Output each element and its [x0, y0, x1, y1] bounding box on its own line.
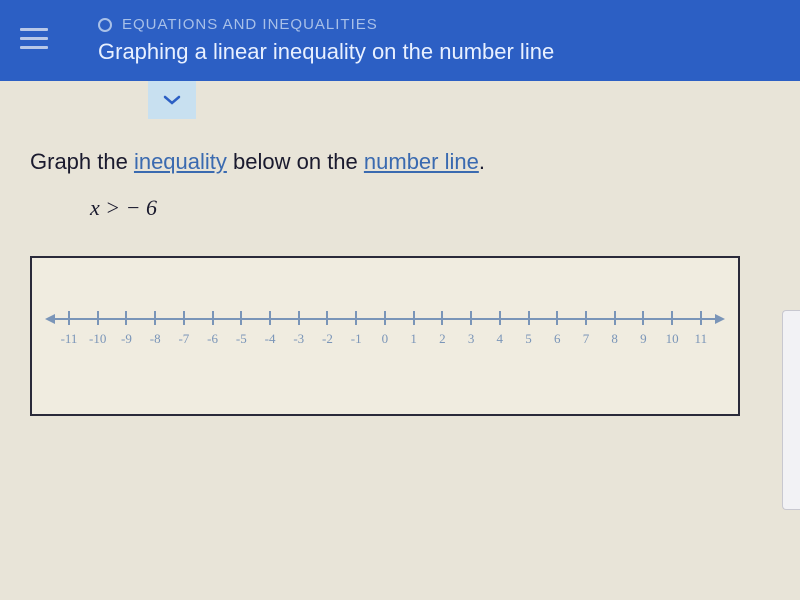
- side-panel-handle[interactable]: [782, 310, 800, 510]
- tick-label: -1: [351, 331, 362, 347]
- content-area: Graph the inequality below on the number…: [0, 119, 800, 416]
- tick-mark: [614, 311, 616, 325]
- hamburger-menu-icon[interactable]: [20, 16, 48, 49]
- tick[interactable]: -11: [59, 311, 79, 347]
- tick[interactable]: -1: [346, 311, 366, 347]
- category-row: EQUATIONS AND INEQUALITIES: [98, 16, 554, 33]
- tick-mark: [470, 311, 472, 325]
- tick[interactable]: 1: [404, 311, 424, 347]
- tick-mark: [154, 311, 156, 325]
- tick[interactable]: 9: [633, 311, 653, 347]
- tick-label: -9: [121, 331, 132, 347]
- tick-mark: [212, 311, 214, 325]
- tick-label: -6: [207, 331, 218, 347]
- tick-label: 11: [695, 331, 708, 347]
- tick[interactable]: 0: [375, 311, 395, 347]
- tick-mark: [240, 311, 242, 325]
- tick-label: -5: [236, 331, 247, 347]
- instruction-suffix: .: [479, 149, 485, 174]
- tick-mark: [68, 311, 70, 325]
- tick-label: 1: [410, 331, 417, 347]
- tick-label: 5: [525, 331, 532, 347]
- tick-label: -2: [322, 331, 333, 347]
- dropdown-container: [0, 81, 800, 119]
- tick-mark: [556, 311, 558, 325]
- tick[interactable]: 3: [461, 311, 481, 347]
- tick-label: 8: [611, 331, 618, 347]
- tick[interactable]: 8: [605, 311, 625, 347]
- tick[interactable]: -9: [116, 311, 136, 347]
- tick[interactable]: -7: [174, 311, 194, 347]
- tick-label: 9: [640, 331, 647, 347]
- tick[interactable]: 2: [432, 311, 452, 347]
- instruction-middle: below on the: [227, 149, 364, 174]
- tick[interactable]: -3: [289, 311, 309, 347]
- tick-label: -3: [293, 331, 304, 347]
- page-title: Graphing a linear inequality on the numb…: [98, 39, 554, 65]
- tick-label: 7: [583, 331, 590, 347]
- header-text-block: EQUATIONS AND INEQUALITIES Graphing a li…: [98, 16, 554, 65]
- tick-mark: [413, 311, 415, 325]
- instruction-text: Graph the inequality below on the number…: [30, 149, 770, 175]
- tick-label: -11: [61, 331, 78, 347]
- tick-label: -7: [178, 331, 189, 347]
- tick[interactable]: -6: [203, 311, 223, 347]
- tick[interactable]: 5: [519, 311, 539, 347]
- expand-dropdown-button[interactable]: [148, 81, 196, 119]
- term-numberline-link[interactable]: number line: [364, 149, 479, 174]
- tick-mark: [183, 311, 185, 325]
- tick-mark: [125, 311, 127, 325]
- tick[interactable]: -2: [317, 311, 337, 347]
- tick[interactable]: -10: [88, 311, 108, 347]
- tick-mark: [384, 311, 386, 325]
- tick-mark: [528, 311, 530, 325]
- tick[interactable]: 10: [662, 311, 682, 347]
- ticks-container: -11-10-9-8-7-6-5-4-3-2-101234567891011: [59, 311, 711, 347]
- tick-mark: [298, 311, 300, 325]
- tick-label: 0: [382, 331, 389, 347]
- tick-mark: [355, 311, 357, 325]
- tick-label: 4: [497, 331, 504, 347]
- circle-icon: [98, 18, 112, 32]
- tick-label: 2: [439, 331, 446, 347]
- tick[interactable]: 11: [691, 311, 711, 347]
- tick-label: 10: [666, 331, 679, 347]
- instruction-prefix: Graph the: [30, 149, 134, 174]
- tick-mark: [585, 311, 587, 325]
- category-label: EQUATIONS AND INEQUALITIES: [122, 16, 378, 33]
- tick-mark: [269, 311, 271, 325]
- tick[interactable]: 4: [490, 311, 510, 347]
- tick-label: 6: [554, 331, 561, 347]
- chevron-down-icon: [163, 95, 181, 105]
- tick-label: -8: [150, 331, 161, 347]
- tick[interactable]: 6: [547, 311, 567, 347]
- tick-mark: [642, 311, 644, 325]
- tick-mark: [97, 311, 99, 325]
- tick-mark: [700, 311, 702, 325]
- tick-label: -10: [89, 331, 106, 347]
- tick-label: -4: [265, 331, 276, 347]
- tick-mark: [671, 311, 673, 325]
- tick[interactable]: 7: [576, 311, 596, 347]
- tick-label: 3: [468, 331, 475, 347]
- number-line: -11-10-9-8-7-6-5-4-3-2-101234567891011: [47, 308, 723, 358]
- tick-mark: [326, 311, 328, 325]
- tick[interactable]: -8: [145, 311, 165, 347]
- tick[interactable]: -4: [260, 311, 280, 347]
- tick[interactable]: -5: [231, 311, 251, 347]
- tick-mark: [441, 311, 443, 325]
- term-inequality-link[interactable]: inequality: [134, 149, 227, 174]
- tick-mark: [499, 311, 501, 325]
- graph-canvas[interactable]: -11-10-9-8-7-6-5-4-3-2-101234567891011: [30, 256, 740, 416]
- page-header: EQUATIONS AND INEQUALITIES Graphing a li…: [0, 0, 800, 81]
- inequality-expression: x > − 6: [90, 195, 770, 221]
